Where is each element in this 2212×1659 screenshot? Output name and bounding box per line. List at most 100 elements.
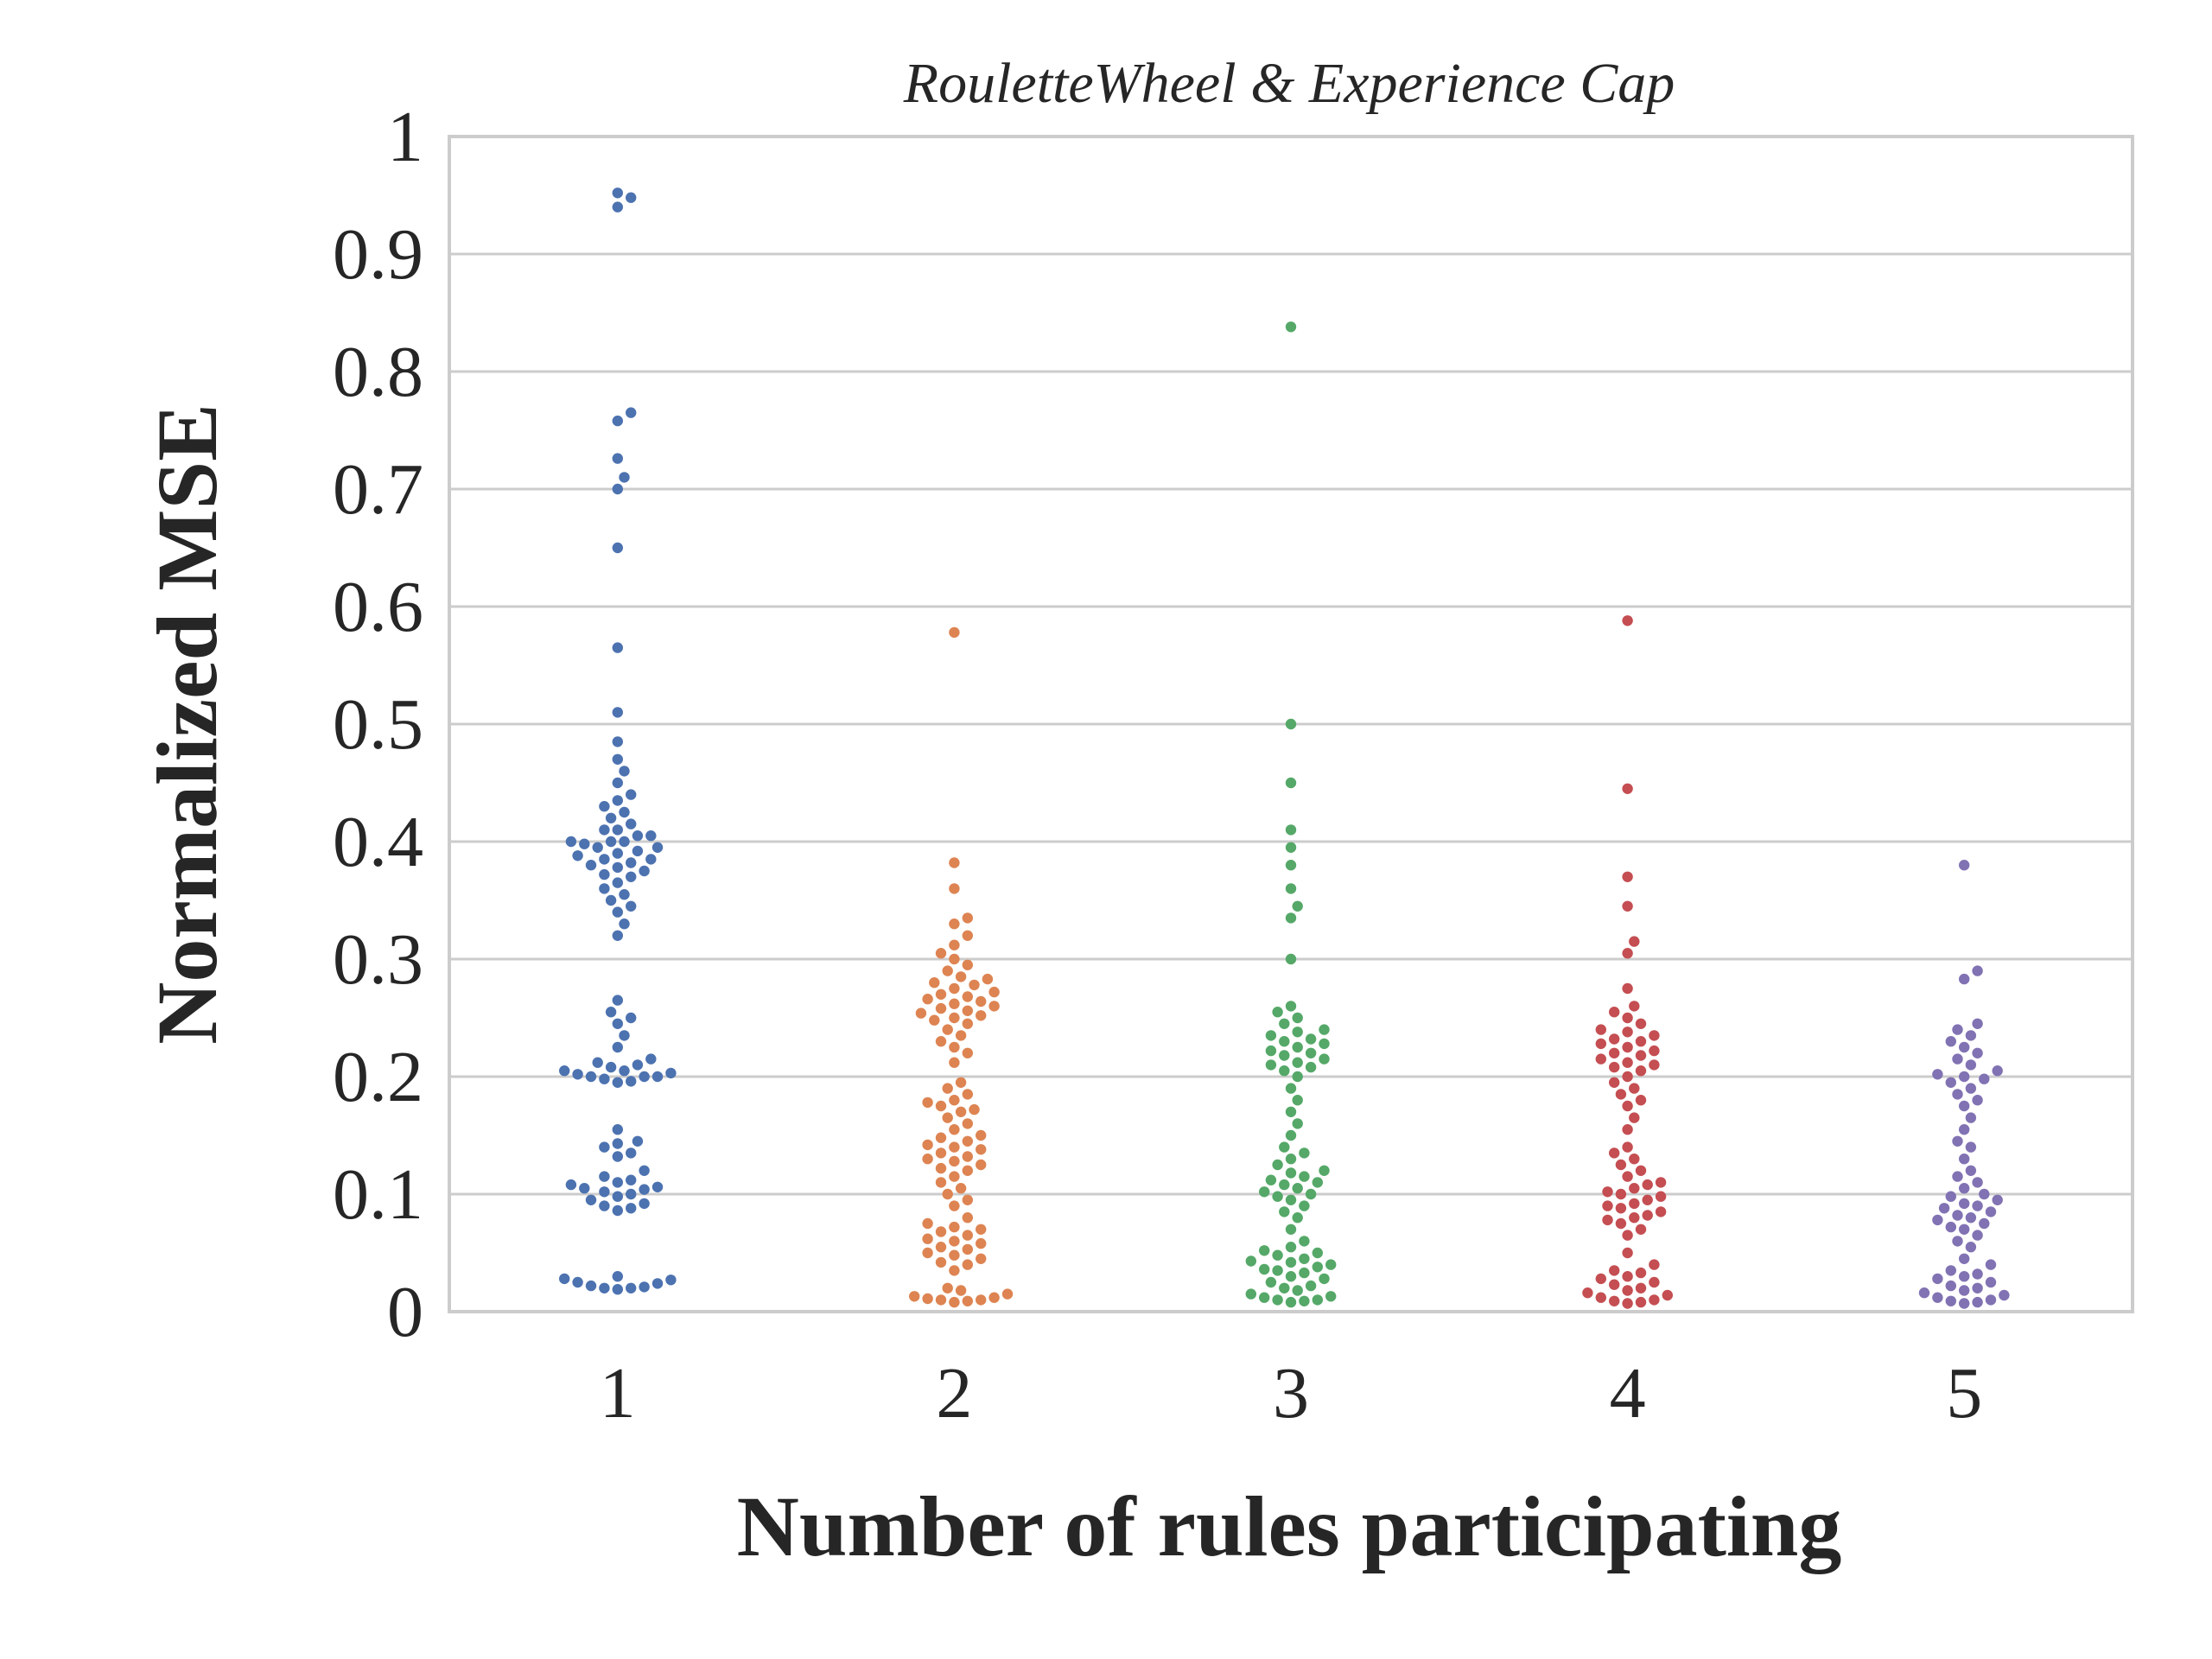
data-point-rules-1	[619, 836, 630, 848]
data-point-rules-5	[1985, 1294, 1997, 1306]
data-point-rules-3	[1285, 1129, 1297, 1141]
data-point-rules-3	[1305, 1033, 1317, 1045]
data-point-rules-3	[1285, 777, 1297, 789]
data-point-rules-4	[1615, 1217, 1627, 1230]
data-point-rules-2	[949, 939, 960, 950]
y-tick-label: 0.6	[333, 567, 423, 647]
data-point-rules-3	[1292, 1285, 1303, 1296]
data-point-rules-5	[1952, 1135, 1963, 1147]
data-point-rules-5	[1945, 1295, 1956, 1307]
data-point-rules-3	[1279, 1179, 1290, 1191]
data-point-rules-4	[1602, 1214, 1613, 1226]
data-point-rules-3	[1319, 1165, 1330, 1177]
data-point-rules-2	[949, 857, 960, 868]
data-point-rules-5	[1959, 1154, 1970, 1165]
data-point-rules-1	[612, 642, 623, 653]
data-point-rules-1	[585, 1194, 597, 1206]
data-point-rules-4	[1615, 1089, 1627, 1100]
data-point-rules-5	[1965, 1059, 1977, 1071]
data-point-rules-1	[612, 906, 623, 918]
data-point-rules-3	[1245, 1255, 1257, 1267]
data-point-rules-1	[599, 801, 610, 812]
data-point-rules-5	[1932, 1214, 1943, 1226]
data-point-rules-5	[1918, 1287, 1930, 1299]
data-point-rules-1	[626, 407, 637, 418]
data-point-rules-1	[605, 836, 617, 848]
data-point-rules-3	[1319, 1053, 1330, 1065]
data-point-rules-5	[1945, 1191, 1956, 1202]
data-point-rules-5	[1972, 1296, 1983, 1308]
data-point-rules-4	[1615, 1159, 1627, 1171]
data-point-rules-3	[1259, 1292, 1270, 1303]
data-point-rules-3	[1305, 1280, 1317, 1292]
data-point-rules-5	[1959, 1224, 1970, 1236]
data-point-rules-5	[1979, 1217, 1990, 1230]
data-point-rules-1	[592, 1057, 603, 1068]
data-point-rules-5	[1945, 1265, 1956, 1276]
data-point-rules-1	[585, 1071, 597, 1083]
data-point-rules-3	[1312, 1262, 1324, 1273]
data-point-rules-4	[1629, 1112, 1640, 1123]
data-point-rules-5	[1938, 1203, 1950, 1214]
data-point-rules-4	[1595, 1292, 1607, 1303]
data-point-rules-1	[579, 1183, 590, 1194]
data-point-rules-4	[1622, 1271, 1633, 1282]
x-tick-label: 1	[600, 1353, 636, 1433]
data-point-rules-5	[1945, 1036, 1956, 1047]
x-tick-label: 2	[936, 1353, 972, 1433]
data-point-rules-4	[1655, 1191, 1667, 1202]
data-point-rules-4	[1649, 1030, 1660, 1041]
data-point-rules-4	[1629, 1001, 1640, 1012]
data-point-rules-5	[1992, 1194, 2003, 1206]
data-point-rules-1	[626, 1174, 637, 1185]
data-point-rules-1	[599, 868, 610, 880]
data-point-rules-3	[1299, 1236, 1310, 1247]
data-point-rules-4	[1609, 1279, 1620, 1290]
data-point-rules-4	[1662, 1289, 1674, 1301]
data-point-rules-3	[1285, 1106, 1297, 1118]
y-tick-label: 1	[387, 97, 423, 177]
y-tick-label: 0.8	[333, 332, 423, 412]
data-point-rules-1	[626, 1147, 637, 1159]
data-point-rules-2	[949, 1155, 960, 1167]
data-point-rules-1	[619, 1065, 630, 1077]
x-tick-label: 5	[1946, 1353, 1982, 1433]
data-point-rules-3	[1272, 1159, 1283, 1171]
data-point-rules-2	[962, 1212, 974, 1224]
data-point-rules-1	[626, 857, 637, 868]
data-point-rules-1	[599, 854, 610, 865]
data-point-rules-3	[1285, 860, 1297, 871]
data-point-rules-3	[1292, 1212, 1303, 1224]
data-point-rules-5	[1985, 1206, 1997, 1217]
data-point-rules-3	[1285, 912, 1297, 924]
data-point-rules-3	[1279, 1282, 1290, 1294]
data-point-rules-2	[962, 1135, 974, 1147]
data-point-rules-2	[949, 1141, 960, 1153]
x-tick-label: 3	[1273, 1353, 1309, 1433]
data-point-rules-2	[955, 1285, 967, 1296]
data-point-rules-2	[922, 1154, 933, 1165]
data-point-rules-1	[572, 850, 583, 861]
data-point-rules-3	[1285, 1224, 1297, 1236]
data-point-rules-5	[1965, 1141, 1977, 1153]
data-point-rules-2	[962, 1259, 974, 1270]
data-point-rules-4	[1609, 1265, 1620, 1276]
data-point-rules-4	[1622, 1100, 1633, 1112]
data-point-rules-2	[942, 1282, 953, 1294]
data-point-rules-1	[605, 1061, 617, 1073]
data-point-rules-1	[612, 795, 623, 806]
data-point-rules-4	[1622, 1171, 1633, 1182]
data-point-rules-4	[1622, 1298, 1633, 1309]
data-point-rules-1	[612, 188, 623, 199]
data-point-rules-1	[599, 1073, 610, 1084]
data-point-rules-1	[626, 192, 637, 203]
data-point-rules-3	[1319, 1038, 1330, 1050]
data-point-rules-2	[949, 918, 960, 930]
data-point-rules-3	[1259, 1186, 1270, 1198]
data-point-rules-2	[962, 1151, 974, 1162]
data-point-rules-2	[949, 1012, 960, 1024]
data-point-rules-2	[942, 1188, 953, 1200]
data-point-rules-2	[935, 988, 947, 1001]
data-point-rules-5	[1952, 1024, 1963, 1035]
y-tick-label: 0.3	[333, 919, 423, 1000]
